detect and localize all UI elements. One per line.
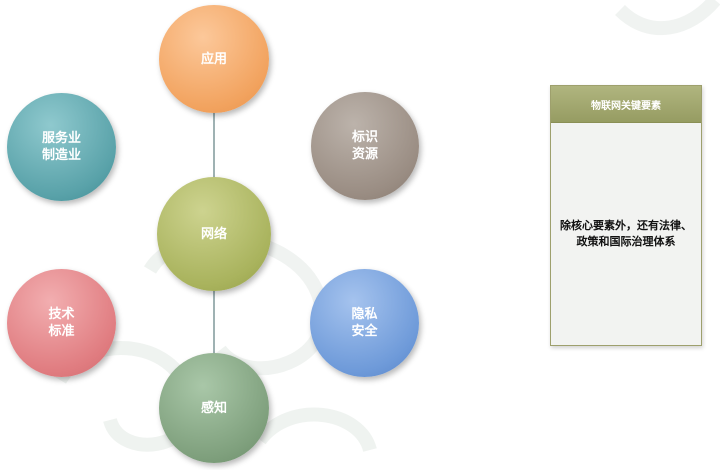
panel-description-line2: 政策和国际治理体系 (576, 235, 676, 248)
node-technical-standards: 技术 标准 (7, 269, 116, 377)
node-tech-label-line2: 标准 (48, 324, 75, 339)
node-application-label: 应用 (200, 51, 227, 67)
panel-body: 除核心要素外，还有法律、 政策和国际治理体系 (551, 123, 701, 345)
node-sensing: 感知 (159, 353, 269, 463)
node-privacy-label-line1: 隐私 (351, 307, 378, 322)
key-elements-panel: 物联网关键要素 除核心要素外，还有法律、 政策和国际治理体系 (550, 85, 702, 346)
node-privacy-label-line2: 安全 (351, 324, 378, 339)
node-service-label-line2: 制造业 (41, 148, 81, 163)
panel-description: 除核心要素外，还有法律、 政策和国际治理体系 (560, 218, 692, 250)
node-application: 应用 (159, 5, 269, 113)
panel-description-line1: 除核心要素外，还有法律、 (560, 219, 692, 232)
node-id-label-line1: 标识 (351, 130, 378, 145)
node-tech-label-line1: 技术 (48, 307, 75, 322)
node-service-label-line1: 服务业 (41, 131, 81, 146)
panel-title: 物联网关键要素 (551, 86, 701, 123)
node-sensing-label: 感知 (200, 400, 227, 416)
node-network-label: 网络 (200, 226, 227, 242)
connector-network-sense (213, 291, 215, 353)
connector-app-network (213, 113, 215, 177)
node-network: 网络 (157, 177, 271, 291)
node-identifier-resources: 标识 资源 (311, 92, 419, 200)
node-service-manufacturing: 服务业 制造业 (7, 93, 116, 201)
node-id-label-line2: 资源 (351, 147, 378, 162)
node-privacy-security: 隐私 安全 (310, 269, 419, 377)
